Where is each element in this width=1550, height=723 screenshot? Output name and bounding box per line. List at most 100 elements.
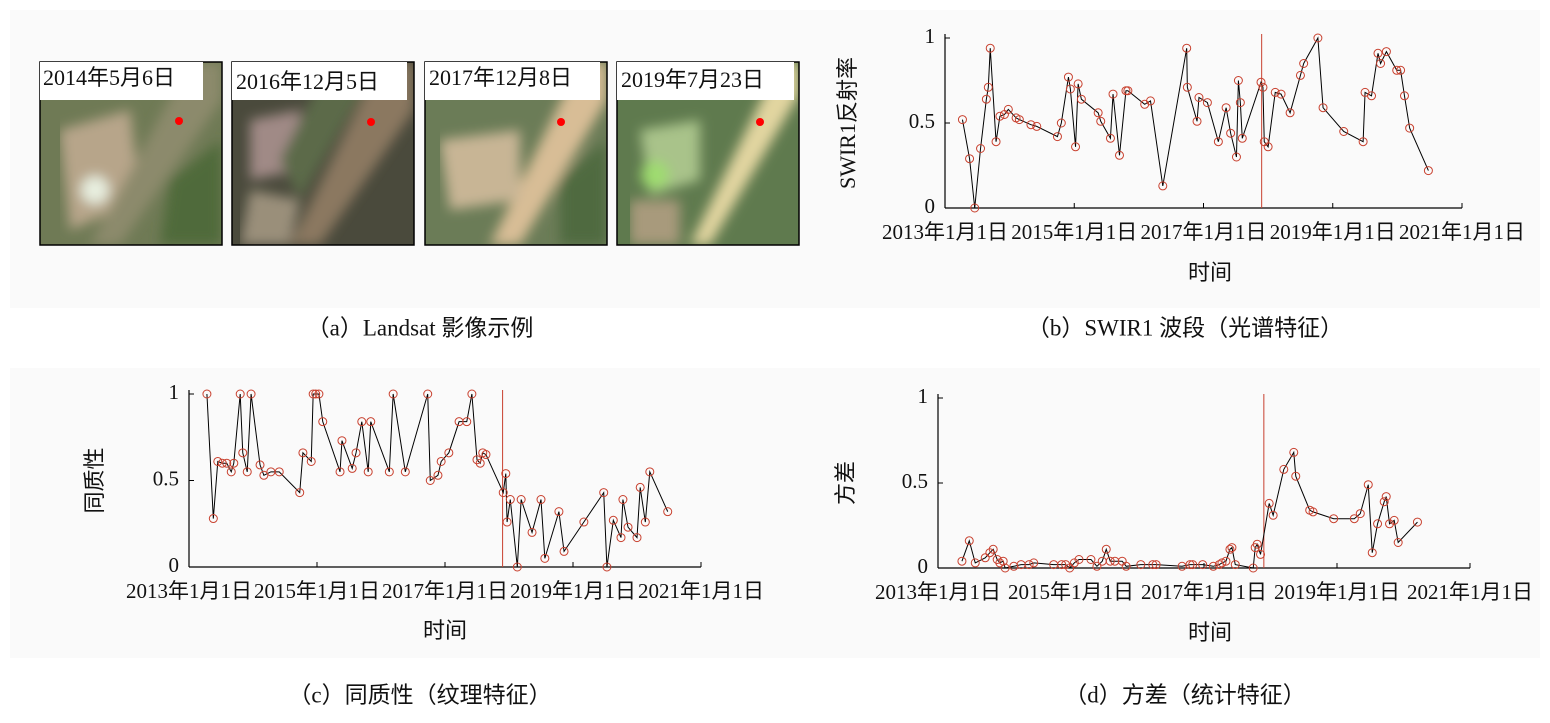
data-point — [1313, 33, 1323, 43]
caption: （c）同质性（纹理特征） — [288, 682, 551, 707]
data-point — [1114, 150, 1124, 160]
data-point — [238, 448, 248, 458]
data-point — [1188, 560, 1198, 570]
y-tick-label: 1 — [925, 24, 936, 48]
data-point — [1057, 560, 1067, 570]
data-point — [1299, 59, 1309, 68]
data-point — [242, 467, 252, 477]
data-point — [554, 507, 564, 517]
data-point — [202, 389, 212, 399]
data-point — [623, 522, 633, 532]
x-tick-label: 2021年1月1日 — [1399, 220, 1525, 244]
data-point — [229, 458, 239, 468]
data-point — [1096, 116, 1106, 126]
panel-bg — [830, 10, 1540, 308]
data-point — [1308, 507, 1318, 517]
date-box — [40, 62, 203, 100]
data-point — [222, 458, 232, 468]
data-point — [1029, 558, 1039, 568]
x-tick-label: 2017年1月1日 — [1141, 220, 1267, 244]
data-point — [1105, 556, 1115, 566]
y-tick-label: 0.5 — [153, 466, 179, 490]
data-point — [1065, 84, 1075, 94]
location-dot — [756, 118, 764, 126]
data-point — [1329, 514, 1339, 524]
data-point — [663, 507, 673, 517]
data-point — [1110, 556, 1120, 566]
data-point — [1086, 555, 1096, 564]
data-point — [540, 553, 550, 563]
data-point — [1121, 561, 1131, 571]
caption: （d）方差（统计特征） — [1064, 682, 1306, 707]
data-point — [616, 533, 626, 543]
data-point — [1146, 96, 1156, 106]
data-point — [384, 467, 394, 477]
data-point — [1185, 560, 1195, 570]
y-tick-label: 1 — [169, 380, 180, 404]
data-point — [1291, 471, 1301, 481]
x-tick-label: 2021年1月1日 — [1407, 580, 1533, 604]
data-point — [501, 469, 511, 479]
data-point — [1396, 65, 1406, 75]
x-tick-label: 2017年1月1日 — [1141, 580, 1267, 604]
x-tick-label: 2015年1月1日 — [254, 579, 380, 603]
data-point — [1233, 76, 1243, 85]
data-point — [640, 517, 650, 527]
data-point — [516, 495, 526, 505]
data-point — [1024, 560, 1034, 570]
data-point — [981, 94, 991, 104]
data-point — [444, 448, 454, 458]
data-point — [1071, 142, 1081, 152]
data-point — [1270, 87, 1280, 97]
data-point — [347, 463, 357, 473]
data-point — [306, 456, 316, 466]
data-point — [1032, 121, 1042, 131]
data-point — [1182, 43, 1192, 53]
data-point — [976, 144, 986, 153]
data-point — [1101, 544, 1111, 554]
data-point — [1389, 515, 1399, 525]
data-point — [1412, 517, 1422, 527]
data-point — [1235, 98, 1245, 108]
data-point — [1367, 91, 1377, 101]
y-tick-label: 0 — [169, 553, 180, 577]
data-point — [957, 115, 967, 125]
data-point — [1376, 59, 1386, 68]
date-box — [425, 62, 600, 100]
date-box — [232, 62, 407, 100]
data-point — [1295, 70, 1305, 80]
data-point — [985, 548, 995, 558]
data-point — [1381, 47, 1391, 57]
x-tick-label: 2019年1月1日 — [510, 579, 636, 603]
data-point — [1318, 103, 1328, 113]
data-point — [255, 460, 265, 470]
y-axis-title: SWIR1反射率 — [835, 57, 860, 189]
data-point — [1405, 123, 1415, 133]
data-point — [1399, 91, 1409, 101]
y-tick-label: 0.5 — [902, 469, 928, 493]
data-point — [1248, 563, 1258, 573]
data-point — [1092, 561, 1102, 571]
data-point — [1423, 166, 1433, 176]
data-point — [498, 488, 508, 498]
data-point — [1123, 86, 1133, 96]
data-point — [1379, 497, 1389, 507]
data-point — [1221, 103, 1231, 113]
data-point — [1385, 519, 1395, 529]
data-point — [1373, 48, 1383, 58]
data-point — [1358, 137, 1368, 147]
data-point — [425, 476, 435, 485]
data-point — [1363, 480, 1373, 490]
data-point — [1226, 128, 1236, 138]
x-tick-label: 2013年1月1日 — [875, 580, 1001, 604]
x-axis-title: 时间 — [423, 618, 467, 643]
data-point — [1065, 563, 1075, 573]
x-tick-label: 2015年1月1日 — [1011, 220, 1137, 244]
location-dot — [367, 118, 375, 126]
data-point — [1182, 82, 1192, 92]
data-point — [957, 556, 967, 566]
data-point — [1074, 555, 1084, 564]
data-point — [579, 517, 589, 527]
data-point — [351, 448, 361, 458]
